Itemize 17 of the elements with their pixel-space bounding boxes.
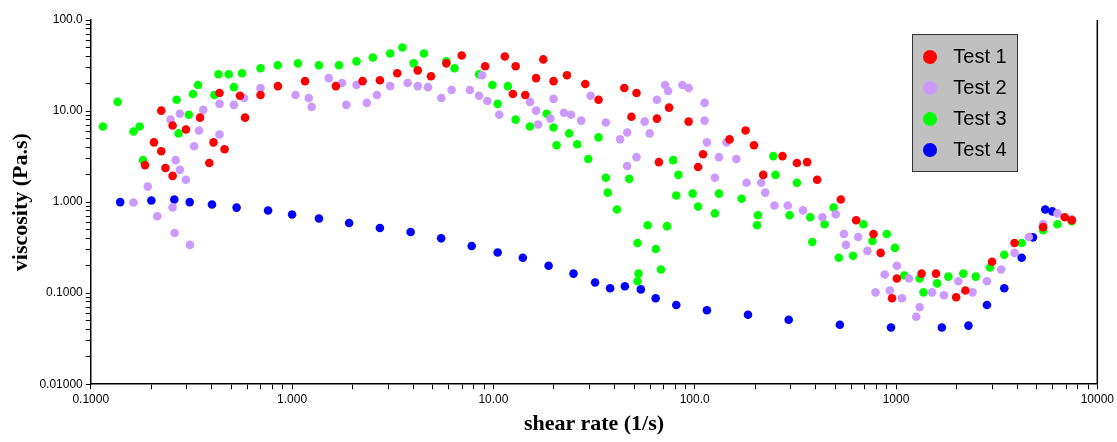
legend-label: Test 4 (953, 138, 1007, 161)
y-axis-title: viscosity (Pa.s) (6, 133, 32, 272)
x-tick-label: 0.1000 (72, 391, 110, 406)
x-tick-label: 1000 (882, 391, 910, 406)
y-tick-label: 10.00 (52, 103, 84, 118)
x-tick-label: 1.000 (277, 391, 308, 406)
legend-label: Test 3 (953, 107, 1007, 130)
x-tick-label: 10.00 (478, 391, 509, 406)
y-tick-label: 100.0 (52, 12, 84, 27)
y-tick-label: 0.1000 (46, 285, 84, 300)
x-tick-label: 100.0 (679, 391, 711, 406)
y-tick-label: 0.01000 (39, 376, 84, 391)
legend-label: Test 1 (953, 45, 1007, 68)
x-axis-title: shear rate (1/s) (523, 410, 665, 436)
legend-label: Test 2 (953, 76, 1007, 99)
y-tick-label: 1.000 (52, 194, 84, 209)
x-tick-label: 10000 (1080, 391, 1115, 406)
